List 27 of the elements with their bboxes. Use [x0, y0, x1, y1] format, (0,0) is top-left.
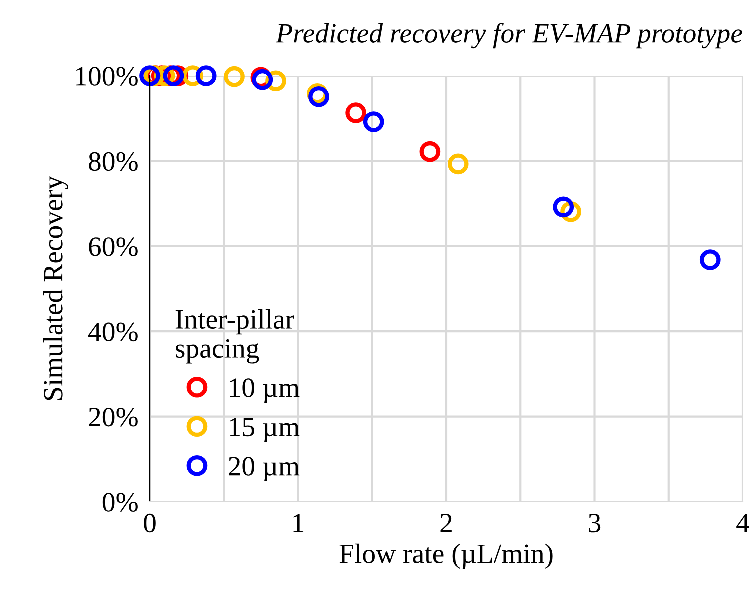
legend-label: 20 µm	[228, 457, 300, 482]
x-tick-label: 1	[294, 514, 304, 532]
legend-title: Inter-pillar spacing	[176, 309, 294, 364]
y-tick-label: 0%	[102, 493, 138, 512]
point	[448, 154, 469, 175]
point	[346, 102, 366, 124]
point	[420, 141, 441, 162]
chart-title: Predicted recovery for EV-MAP prototype	[276, 23, 742, 49]
y-tick-label: 60%	[89, 238, 138, 256]
x-tick-label: 4	[736, 514, 750, 532]
legend-label: 15 µm	[230, 418, 300, 442]
y-tick-label: 80%	[89, 152, 138, 172]
legend-label: 10 µm	[230, 378, 300, 404]
point	[140, 66, 160, 86]
point	[553, 196, 574, 218]
y-tick-label: 100%	[76, 67, 138, 86]
point	[224, 66, 245, 88]
y-tick-label: 20%	[89, 408, 138, 427]
point	[363, 112, 384, 132]
x-axis-title: Flow rate (µL/min)	[340, 544, 553, 570]
x-tick-label: 2	[440, 514, 452, 532]
y-axis-title: Simulated Recovery	[43, 176, 69, 400]
point	[196, 66, 217, 86]
point	[700, 250, 721, 270]
x-tick-label: 3	[589, 514, 601, 533]
y-tick-label: 40%	[88, 322, 138, 342]
x-tick-label: 0	[144, 514, 156, 533]
